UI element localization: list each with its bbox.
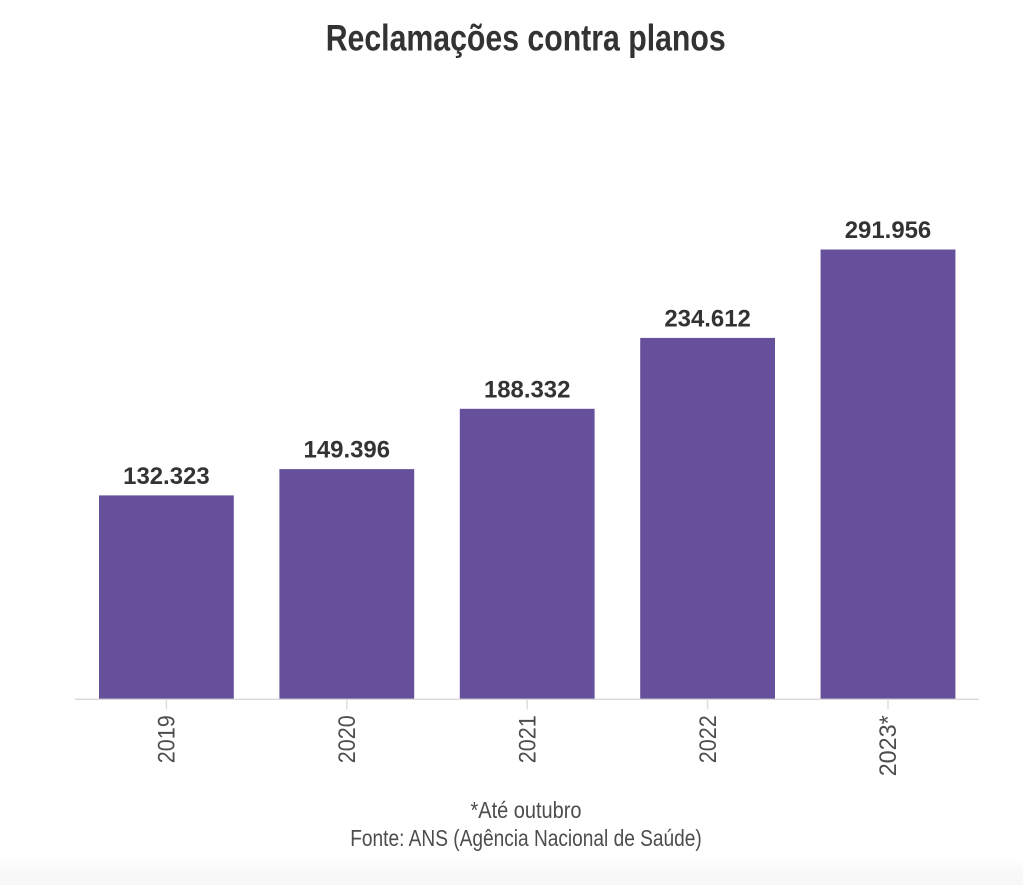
svg-text:188.332: 188.332 (484, 376, 571, 403)
svg-text:Fonte: ANS (Agência Nacional d: Fonte: ANS (Agência Nacional de Saúde) (350, 825, 702, 851)
svg-text:291.956: 291.956 (845, 217, 932, 244)
svg-text:*Até outubro: *Até outubro (471, 797, 582, 823)
svg-text:149.396: 149.396 (304, 437, 391, 464)
svg-text:2020: 2020 (334, 715, 361, 763)
svg-text:Reclamações contra planos: Reclamações contra planos (326, 18, 726, 59)
svg-text:132.323: 132.323 (123, 463, 210, 490)
svg-text:2023*: 2023* (875, 715, 902, 776)
svg-text:2019: 2019 (154, 715, 181, 763)
svg-text:234.612: 234.612 (664, 306, 751, 333)
svg-text:2022: 2022 (695, 715, 722, 763)
svg-text:2021: 2021 (514, 715, 541, 763)
